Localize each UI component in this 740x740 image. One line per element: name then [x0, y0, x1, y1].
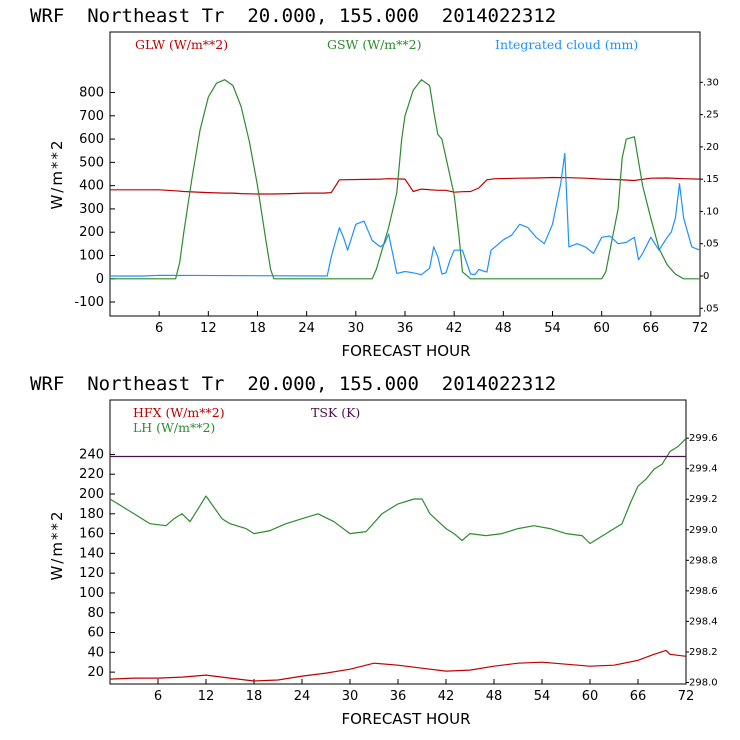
- y2-tick-label: 298.2: [689, 647, 718, 658]
- x-tick-label: 60: [593, 321, 610, 336]
- x-tick-label: 48: [495, 321, 512, 336]
- chart-top-plot-frame: [109, 31, 701, 317]
- y-tick-label: 140: [79, 546, 104, 561]
- x-tick-label: 18: [246, 689, 263, 704]
- series-line-lh: [109, 438, 687, 545]
- y2-tick-label: .10: [703, 206, 719, 217]
- x-tick-label: 30: [342, 689, 359, 704]
- y-tick-label: 20: [87, 665, 104, 680]
- y2-tick-label: .05: [703, 303, 719, 314]
- chart-top-x-axis-label: FORECAST HOUR: [341, 342, 470, 360]
- x-tick-label: 54: [544, 321, 561, 336]
- series-line-glw: [110, 176, 701, 195]
- x-tick-label: 6: [155, 321, 163, 336]
- chart-bottom-y-axis-label: W/m**2: [48, 509, 66, 580]
- x-tick-label: 12: [200, 321, 217, 336]
- y-tick-label: 40: [87, 645, 104, 660]
- chart-bottom: WRF Northeast Tr 20.000, 155.000 2014022…: [30, 373, 718, 728]
- x-tick-label: 72: [692, 321, 709, 336]
- series-line-hfx: [109, 649, 687, 682]
- series-line-gsw: [110, 79, 700, 280]
- x-tick-label: 30: [348, 321, 365, 336]
- x-tick-label: 66: [643, 321, 660, 336]
- chart-bottom-left-ticks: 20 40 60 80 100 120 140 160 180 200 220 240: [79, 447, 115, 680]
- y2-tick-label: .05: [703, 239, 719, 250]
- y-tick-label: -100: [74, 295, 104, 310]
- x-tick-label: 60: [582, 689, 599, 704]
- y2-tick-label: 298.0: [689, 677, 718, 688]
- chart-top-title: WRF Northeast Tr 20.000, 155.000 2014022…: [30, 5, 556, 27]
- y2-tick-label: 299.4: [689, 464, 718, 475]
- chart-top-y-axis-label: W/m**2: [48, 138, 66, 209]
- chart-bottom-title: WRF Northeast Tr 20.000, 155.000 2014022…: [30, 373, 556, 395]
- y2-tick-label: 299.2: [689, 494, 718, 505]
- x-tick-label: 12: [198, 689, 215, 704]
- chart-bottom-right-ticks: 298.0 298.2 298.4 298.6 298.8 299.0 299.2 299.4…: [686, 433, 718, 688]
- x-tick-label: 24: [298, 321, 315, 336]
- y2-tick-label: 299.0: [689, 525, 718, 536]
- chart-bottom-x-axis-label: FORECAST HOUR: [341, 710, 470, 728]
- y2-tick-label: 298.8: [689, 555, 718, 566]
- y2-tick-label: 0: [703, 271, 709, 282]
- x-tick-label: 66: [630, 689, 647, 704]
- x-tick-label: 18: [249, 321, 266, 336]
- legend-gsw: GSW (W/m**2): [327, 37, 422, 52]
- y2-tick-label: 299.6: [689, 433, 718, 444]
- chart-bottom-plot-frame: [109, 399, 687, 685]
- x-tick-label: 42: [446, 321, 463, 336]
- legend-integrated-cloud: Integrated cloud (mm): [495, 37, 638, 52]
- y2-tick-label: .20: [703, 142, 719, 153]
- x-tick-label: 48: [486, 689, 503, 704]
- y-tick-label: 0: [96, 272, 104, 287]
- series-line-integrated: [110, 152, 701, 277]
- y2-tick-label: 298.6: [689, 586, 718, 597]
- y-tick-label: 300: [79, 202, 104, 217]
- legend-hfx: HFX (W/m**2): [133, 405, 225, 420]
- y-tick-label: 200: [79, 487, 104, 502]
- x-tick-label: 24: [294, 689, 311, 704]
- y-tick-label: 800: [79, 86, 104, 101]
- y-tick-label: 160: [79, 527, 104, 542]
- y-tick-label: 80: [87, 606, 104, 621]
- y-tick-label: 400: [79, 179, 104, 194]
- x-tick-label: 36: [397, 321, 414, 336]
- legend-lh: LH (W/m**2): [133, 420, 215, 435]
- x-tick-label: 72: [678, 689, 695, 704]
- chart-top-x-ticks: 6 12 18 24 30 36 42 48 54 60 66 72: [155, 311, 708, 336]
- x-tick-label: 6: [154, 689, 162, 704]
- y-tick-label: 100: [79, 248, 104, 263]
- y-tick-label: 700: [79, 109, 104, 124]
- y-tick-label: 500: [79, 155, 104, 170]
- chart-top-left-ticks: -100 0 100 200 300 400 500 600 700 800: [74, 86, 115, 310]
- x-tick-label: 42: [438, 689, 455, 704]
- y2-tick-label: 298.4: [689, 616, 718, 627]
- y-tick-label: 100: [79, 586, 104, 601]
- legend-tsk: TSK (K): [311, 405, 360, 420]
- y-tick-label: 220: [79, 467, 104, 482]
- x-tick-label: 36: [390, 689, 407, 704]
- x-tick-label: 54: [534, 689, 551, 704]
- y2-tick-label: .15: [703, 174, 719, 185]
- legend-glw: GLW (W/m**2): [135, 37, 228, 52]
- y-tick-label: 180: [79, 507, 104, 522]
- y2-tick-label: .30: [703, 77, 719, 88]
- y-tick-label: 200: [79, 225, 104, 240]
- y-tick-label: 120: [79, 566, 104, 581]
- y-tick-label: 600: [79, 132, 104, 147]
- y-tick-label: 240: [79, 447, 104, 462]
- y-tick-label: 60: [87, 626, 104, 641]
- chart-bottom-x-ticks: 6 12 18 24 30 36 42 48 54 60 66 72: [154, 679, 694, 704]
- y2-tick-label: .25: [703, 110, 719, 121]
- chart-top-right-ticks: .05 0 .05 .10 .15 .20 .25 .30: [700, 77, 719, 314]
- chart-top: WRF Northeast Tr 20.000, 155.000 2014022…: [30, 5, 719, 360]
